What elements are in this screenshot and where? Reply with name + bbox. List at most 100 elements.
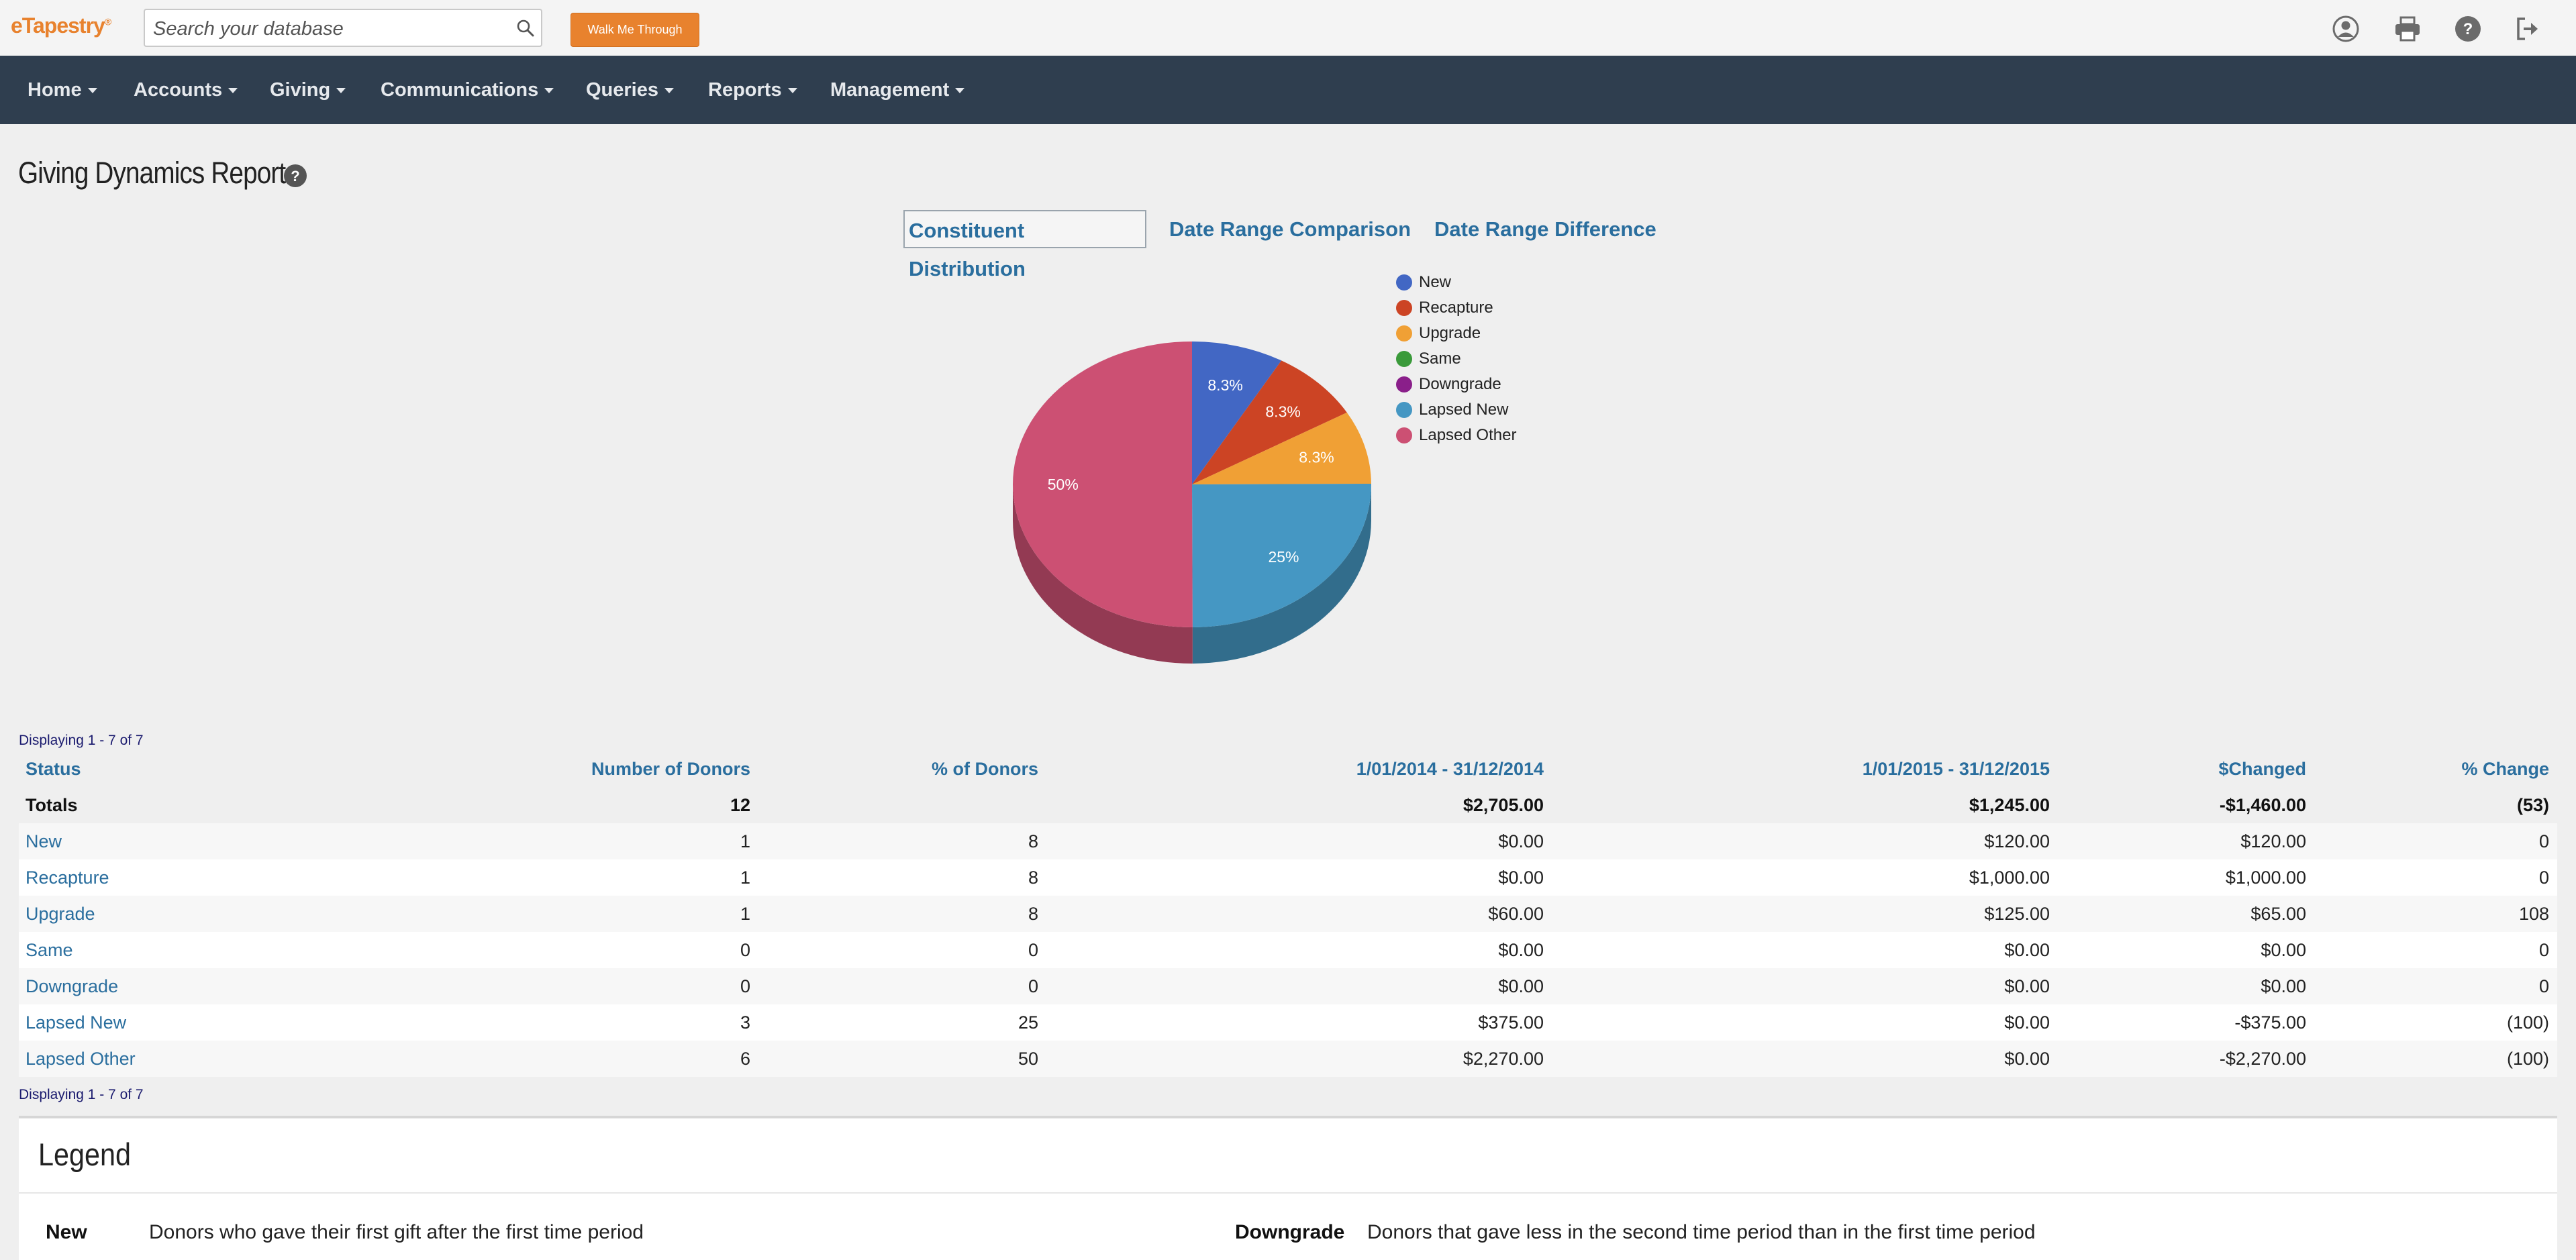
status-link[interactable]: Downgrade [26,976,119,996]
walk-me-through-button[interactable]: Walk Me Through [571,13,699,47]
legend-swatch [1396,300,1412,316]
status-link[interactable]: New [26,831,62,851]
etapestry-logo[interactable]: eTapestry® [11,13,111,38]
legend-swatch [1396,402,1412,418]
legend-definition-new: Donors who gave their first gift after t… [149,1221,644,1243]
nav-accounts-label: Accounts [134,79,223,101]
nav-communications-label: Communications [381,79,539,101]
column-header[interactable]: 1/01/2014 - 31/12/2014 [1356,759,1544,779]
displaying-count-bottom: Displaying 1 - 7 of 7 [19,1087,144,1102]
question-circle-icon[interactable]: ? [283,163,308,189]
caret-down-icon [87,88,97,94]
tab-date-range-comparison[interactable]: Date Range Comparison [1169,217,1411,241]
tab-date-range-difference[interactable]: Date Range Difference [1434,217,1656,241]
table-cell: 3 [740,1012,750,1033]
column-header[interactable]: % Change [2461,759,2549,779]
search-input[interactable] [152,15,503,42]
table-row: New 1 8 $0.00 $120.00 $120.00 0 [19,823,2557,859]
legend-label: New [1419,273,1452,291]
caret-down-icon [787,88,797,94]
table-cell: 0 [2538,976,2549,996]
column-header[interactable]: Status [26,759,81,779]
legend-swatch [1396,351,1412,367]
tab-constituent-distribution[interactable]: Constituent Distribution [903,210,1146,280]
nav-accounts[interactable]: Accounts [134,56,238,124]
status-link[interactable]: Upgrade [26,904,95,924]
top-bar: eTapestry® Walk Me Through ? [0,0,2576,56]
pie-slice-recapture[interactable] [1192,360,1347,484]
column-header[interactable]: $Changed [2218,759,2306,779]
pie-slice-lapsed-other[interactable] [1013,342,1193,627]
table-cell: $0.00 [1498,831,1544,851]
table-cell: $2,705.00 [1463,795,1544,815]
search-icon[interactable] [515,18,536,38]
status-link[interactable]: Lapsed New [26,1012,127,1033]
table-cell: 8 [1028,904,1038,924]
table-cell: $0.00 [2004,940,2050,960]
status-link[interactable]: Lapsed Other [26,1049,136,1069]
legend-swatch [1396,325,1412,342]
column-header[interactable]: Number of Donors [591,759,750,779]
status-link[interactable]: Recapture [26,868,109,888]
logout-icon[interactable] [2514,15,2542,43]
account-icon[interactable] [2332,15,2360,43]
table-cell: 0 [2538,868,2549,888]
column-header[interactable]: % of Donors [932,759,1038,779]
table-cell: 8 [1028,868,1038,888]
table-cell: (100) [2506,1049,2549,1069]
table-cell: -$375.00 [2234,1012,2306,1033]
nav-giving[interactable]: Giving [270,56,346,124]
nav-home[interactable]: Home [28,56,97,124]
table-row: Upgrade 1 8 $60.00 $125.00 $65.00 108 [19,896,2557,932]
table-cell: $1,000.00 [2225,868,2306,888]
table-cell: $1,245.00 [1969,795,2050,815]
table-cell: $120.00 [1984,831,2050,851]
table-cell: (100) [2506,1012,2549,1033]
pie-slice-new[interactable] [1192,342,1282,484]
legend-swatch [1396,427,1412,443]
table-totals-row: Totals 12 $2,705.00 $1,245.00 -$1,460.00 (53) [19,787,2557,823]
svg-text:?: ? [2463,20,2473,38]
logo-text: eTapestry [11,13,105,38]
pie-slice-lapsed-new[interactable] [1192,483,1371,627]
table-cell: $375.00 [1478,1012,1544,1033]
nav-queries[interactable]: Queries [586,56,674,124]
table-cell: 0 [2538,831,2549,851]
caret-down-icon [664,88,674,94]
table-cell: 108 [2518,904,2549,924]
search-box [144,9,542,47]
table-cell [757,787,1038,823]
table-cell: $0.00 [2261,976,2306,996]
table-cell: -$2,270.00 [2219,1049,2306,1069]
table-cell: 8 [1028,831,1038,851]
print-icon[interactable] [2393,15,2422,43]
table-cell: 12 [730,795,750,815]
legend-swatch [1396,274,1412,291]
nav-management[interactable]: Management [830,56,965,124]
divider [19,1192,2557,1194]
table-cell: -$1,460.00 [2219,795,2306,815]
status-link[interactable]: Same [26,940,73,960]
legend-panel: Legend New Donors who gave their first g… [19,1116,2557,1260]
nav-queries-label: Queries [586,79,658,101]
legend-label: Lapsed New [1419,401,1509,419]
table-cell: $0.00 [1498,868,1544,888]
nav-communications[interactable]: Communications [381,56,554,124]
table-cell: 25 [1018,1012,1038,1033]
pie-side-lapsed-other [1013,484,1193,664]
table-row: Lapsed Other 6 50 $2,270.00 $0.00 -$2,270.00 (… [19,1041,2557,1077]
nav-reports[interactable]: Reports [708,56,797,124]
nav-reports-label: Reports [708,79,782,101]
table-cell: $125.00 [1984,904,2050,924]
table-cell: 1 [740,831,750,851]
pie-chart: 8.3% 8.3% 8.3% 25% 50% [1013,342,1371,664]
pie-slice-upgrade[interactable] [1192,412,1371,484]
table-cell: (53) [2516,795,2549,815]
pie-label-upgrade: 8.3% [1299,449,1334,466]
main-nav: Home Accounts Giving Communications Quer… [0,56,2576,124]
column-header[interactable]: 1/01/2015 - 31/12/2015 [1862,759,2050,779]
table-row: Downgrade 0 0 $0.00 $0.00 $0.00 0 [19,968,2557,1004]
table-cell: 50 [1018,1049,1038,1069]
help-icon[interactable]: ? [2454,15,2482,43]
displaying-count-top: Displaying 1 - 7 of 7 [19,733,144,748]
